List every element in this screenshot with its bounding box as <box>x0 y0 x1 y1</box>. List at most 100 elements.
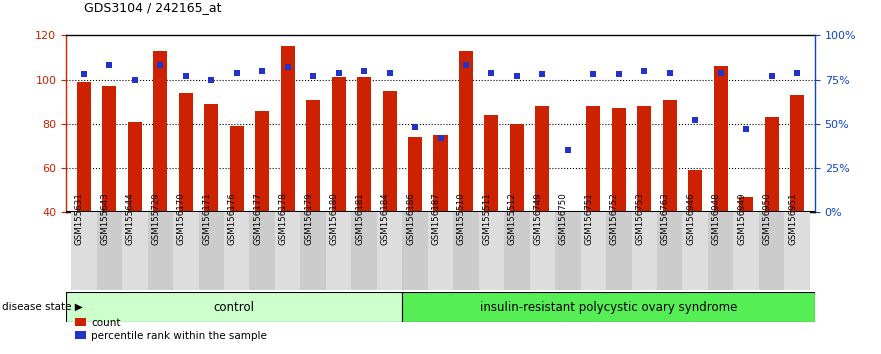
Bar <box>759 212 784 290</box>
Bar <box>688 170 702 301</box>
Bar <box>637 106 651 301</box>
Bar <box>708 212 733 290</box>
Point <box>561 148 575 153</box>
Point <box>77 72 91 77</box>
Bar <box>331 78 345 301</box>
Bar <box>173 212 198 290</box>
Point <box>790 70 804 75</box>
Point <box>433 135 448 141</box>
Bar <box>459 51 473 301</box>
Text: GSM156750: GSM156750 <box>559 192 568 245</box>
Bar <box>587 106 600 301</box>
Bar <box>153 51 167 301</box>
Bar <box>733 212 759 290</box>
Text: GSM156946: GSM156946 <box>686 192 695 245</box>
Bar <box>714 67 728 301</box>
Bar <box>148 212 173 290</box>
Bar <box>739 197 753 301</box>
Bar <box>683 212 708 290</box>
Text: GSM155511: GSM155511 <box>483 192 492 245</box>
Text: GSM156753: GSM156753 <box>635 192 644 245</box>
Text: GSM155644: GSM155644 <box>126 192 135 245</box>
Bar <box>275 212 300 290</box>
Point <box>204 77 218 82</box>
Bar <box>663 99 677 301</box>
Bar <box>102 86 116 301</box>
Bar <box>765 117 779 301</box>
Point <box>663 70 677 75</box>
Bar <box>510 124 524 301</box>
Point <box>306 73 320 79</box>
Point <box>281 64 295 70</box>
Text: GSM155510: GSM155510 <box>457 192 466 245</box>
Text: GSM156176: GSM156176 <box>227 192 237 245</box>
Bar <box>555 212 581 290</box>
Bar <box>632 212 657 290</box>
Point <box>128 77 142 82</box>
Bar <box>377 212 403 290</box>
Bar <box>382 91 396 301</box>
Bar <box>402 292 815 322</box>
Bar <box>71 212 97 290</box>
Point <box>611 72 626 77</box>
Bar <box>224 212 249 290</box>
Text: GSM156177: GSM156177 <box>253 192 263 245</box>
Point <box>510 73 524 79</box>
Point <box>255 68 270 74</box>
Bar <box>306 99 320 301</box>
Bar <box>453 212 478 290</box>
Bar <box>784 212 810 290</box>
Text: GSM156180: GSM156180 <box>329 192 338 245</box>
Bar <box>611 108 626 301</box>
Bar <box>281 46 294 301</box>
Bar <box>249 212 275 290</box>
Text: GDS3104 / 242165_at: GDS3104 / 242165_at <box>84 1 221 14</box>
Bar <box>352 212 377 290</box>
Bar <box>204 104 218 301</box>
Text: control: control <box>213 301 255 314</box>
Text: GSM155729: GSM155729 <box>152 192 160 245</box>
Text: GSM156752: GSM156752 <box>610 192 618 245</box>
Text: GSM156181: GSM156181 <box>355 192 364 245</box>
Point <box>739 126 753 132</box>
Bar <box>581 212 606 290</box>
Bar <box>97 212 122 290</box>
Point <box>382 70 396 75</box>
Bar <box>433 135 448 301</box>
Text: GSM156949: GSM156949 <box>737 192 746 245</box>
Bar <box>536 106 550 301</box>
Bar <box>561 226 575 301</box>
Text: GSM155631: GSM155631 <box>75 192 84 245</box>
Point <box>459 63 473 68</box>
Point <box>688 118 702 123</box>
Bar <box>478 212 504 290</box>
Point <box>179 73 193 79</box>
Point <box>102 63 116 68</box>
Text: GSM155512: GSM155512 <box>508 192 517 245</box>
Bar <box>357 78 371 301</box>
Bar <box>122 212 148 290</box>
Point <box>357 68 371 74</box>
Text: GSM156950: GSM156950 <box>763 192 772 245</box>
Point <box>485 70 499 75</box>
Point <box>586 72 600 77</box>
Bar <box>66 292 402 322</box>
Text: GSM156751: GSM156751 <box>584 192 593 245</box>
Text: GSM156749: GSM156749 <box>533 192 543 245</box>
Text: GSM156187: GSM156187 <box>432 192 440 245</box>
Bar <box>529 212 555 290</box>
Bar <box>300 212 326 290</box>
Text: GSM156948: GSM156948 <box>712 192 721 245</box>
Bar <box>403 212 428 290</box>
Bar <box>179 93 193 301</box>
Bar <box>77 82 91 301</box>
Bar <box>657 212 683 290</box>
Bar <box>408 137 422 301</box>
Text: GSM155643: GSM155643 <box>100 192 109 245</box>
Text: GSM156170: GSM156170 <box>177 192 186 245</box>
Point <box>331 70 345 75</box>
Point <box>153 63 167 68</box>
Text: GSM156178: GSM156178 <box>278 192 288 245</box>
Bar <box>428 212 453 290</box>
Point <box>408 125 422 130</box>
